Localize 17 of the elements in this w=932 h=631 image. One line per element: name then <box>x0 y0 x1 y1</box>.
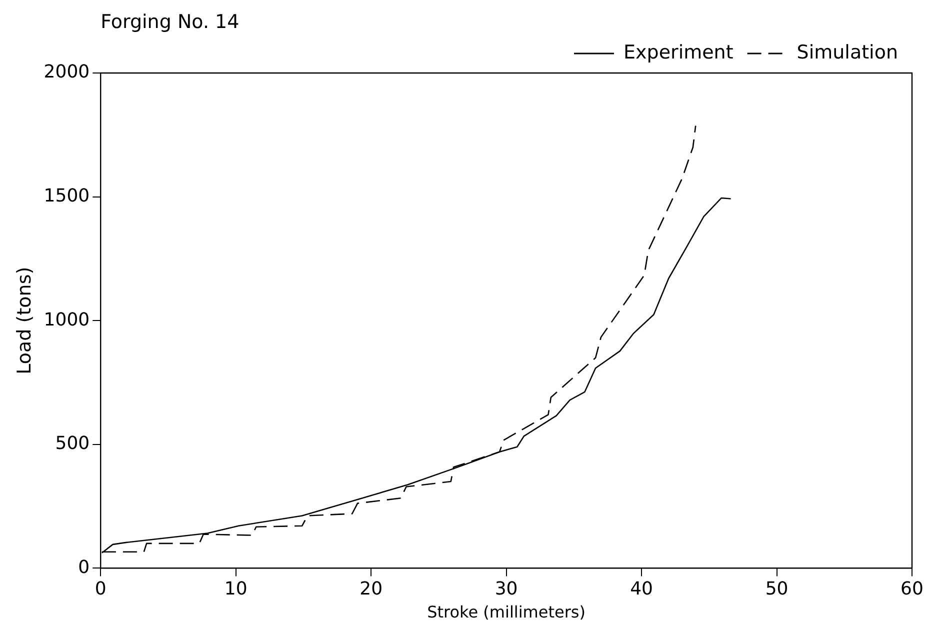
x-tick-label: 40 <box>630 578 653 600</box>
legend-label: Simulation <box>796 41 898 64</box>
y-tick-label: 2000 <box>44 62 90 83</box>
y-tick-label: 1500 <box>44 185 90 206</box>
x-tick-label: 10 <box>224 578 248 600</box>
legend-label: Experiment <box>624 41 734 64</box>
y-tick-label: 500 <box>55 433 90 454</box>
x-axis-title: Stroke (millimeters) <box>427 602 586 622</box>
x-tick-label: 50 <box>765 578 788 600</box>
y-tick-label: 1000 <box>44 309 90 330</box>
x-tick-label: 0 <box>94 578 106 600</box>
chart-title: Forging No. 14 <box>100 11 240 33</box>
x-tick-label: 60 <box>900 578 924 600</box>
y-axis-title: Load (tons) <box>13 266 36 374</box>
y-tick-label: 0 <box>78 556 90 578</box>
x-tick-label: 30 <box>494 578 518 600</box>
x-tick-label: 20 <box>360 578 383 600</box>
